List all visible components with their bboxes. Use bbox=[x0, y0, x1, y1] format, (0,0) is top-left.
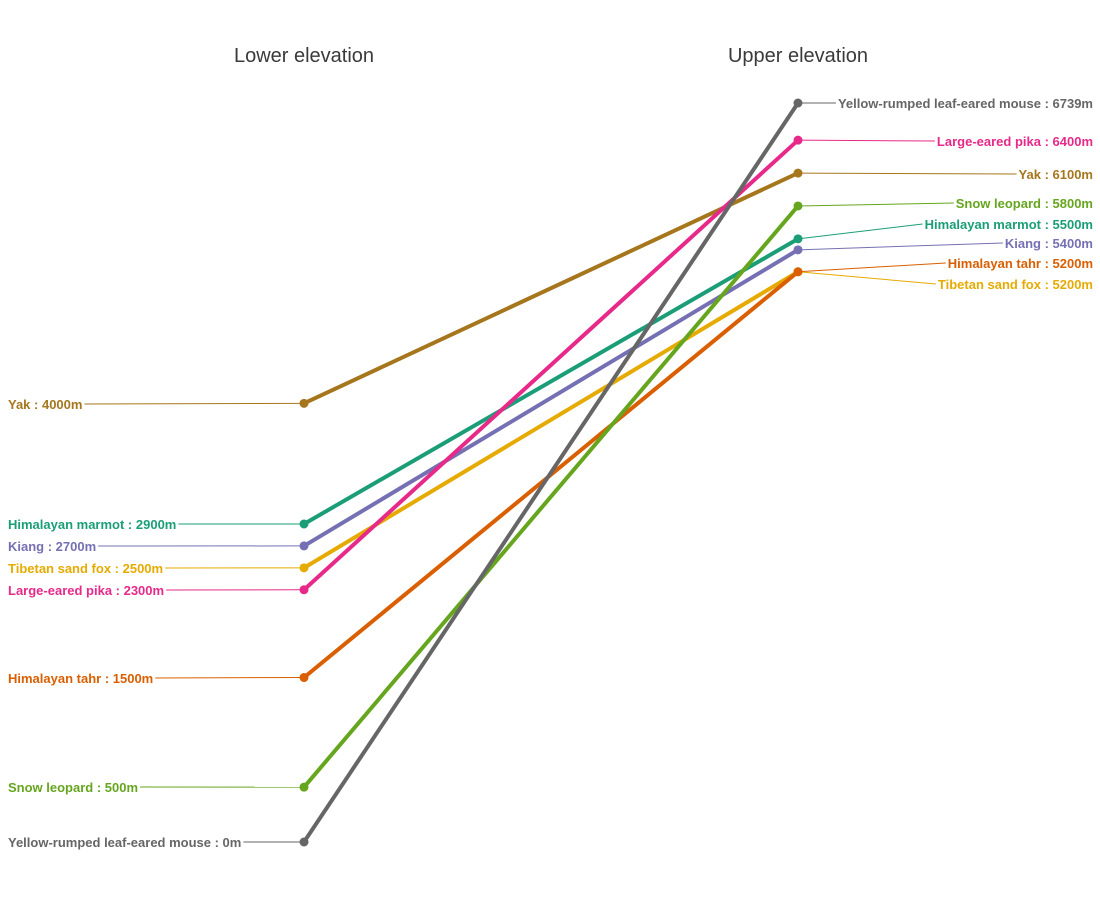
slope-line-yellow-rumped-leaf-eared-mouse bbox=[302, 101, 800, 844]
label-upper-tibetan-sand-fox: Tibetan sand fox : 5200m bbox=[938, 277, 1093, 292]
point-lower-yellow-rumped-leaf-eared-mouse bbox=[299, 837, 309, 847]
label-upper-yellow-rumped-leaf-eared-mouse: Yellow-rumped leaf-eared mouse : 6739m bbox=[838, 96, 1093, 111]
point-lower-tibetan-sand-fox bbox=[299, 563, 309, 573]
slope-line-kiang bbox=[302, 247, 800, 548]
point-upper-himalayan-tahr bbox=[793, 267, 803, 277]
connector-upper-kiang bbox=[797, 242, 1003, 251]
lower-column-title: Lower elevation bbox=[234, 45, 374, 67]
label-lower-tibetan-sand-fox: Tibetan sand fox : 2500m bbox=[8, 561, 163, 576]
label-lower-himalayan-marmot: Himalayan marmot : 2900m bbox=[8, 517, 176, 532]
label-connectors bbox=[84, 102, 1017, 843]
label-lower-yellow-rumped-leaf-eared-mouse: Yellow-rumped leaf-eared mouse : 0m bbox=[8, 835, 241, 850]
slope-lines bbox=[302, 101, 800, 844]
label-lower-himalayan-tahr: Himalayan tahr : 1500m bbox=[8, 671, 153, 686]
point-lower-himalayan-marmot bbox=[299, 519, 309, 529]
slope-line-large-eared-pika bbox=[302, 138, 800, 592]
connector-lower-yak bbox=[84, 402, 305, 405]
label-upper-kiang: Kiang : 5400m bbox=[1005, 236, 1093, 251]
label-upper-himalayan-marmot: Himalayan marmot : 5500m bbox=[925, 217, 1093, 232]
label-upper-large-eared-pika: Large-eared pika : 6400m bbox=[937, 134, 1093, 149]
label-lower-large-eared-pika: Large-eared pika : 2300m bbox=[8, 583, 164, 598]
slope-labels: Yak : 4000m Yak : 6100m Himalayan marmot :… bbox=[8, 96, 1093, 850]
slope-line-yak bbox=[302, 171, 800, 406]
label-lower-yak: Yak : 4000m bbox=[8, 397, 82, 412]
connector-upper-yak bbox=[797, 172, 1017, 175]
label-upper-snow-leopard: Snow leopard : 5800m bbox=[956, 196, 1093, 211]
point-lower-large-eared-pika bbox=[299, 585, 309, 595]
point-upper-himalayan-marmot bbox=[793, 234, 803, 244]
slope-points bbox=[299, 98, 803, 847]
upper-column-title: Upper elevation bbox=[728, 45, 868, 67]
label-lower-kiang: Kiang : 2700m bbox=[8, 539, 96, 554]
point-upper-yellow-rumped-leaf-eared-mouse bbox=[793, 98, 803, 108]
point-upper-snow-leopard bbox=[793, 201, 803, 211]
label-upper-yak: Yak : 6100m bbox=[1019, 167, 1093, 182]
point-lower-himalayan-tahr bbox=[299, 673, 309, 683]
connector-upper-himalayan-marmot bbox=[797, 223, 923, 240]
slope-line-snow-leopard bbox=[302, 203, 800, 790]
label-upper-himalayan-tahr: Himalayan tahr : 5200m bbox=[948, 256, 1093, 271]
point-upper-kiang bbox=[793, 245, 803, 255]
slope-line-tibetan-sand-fox bbox=[302, 269, 800, 570]
connector-upper-tibetan-sand-fox bbox=[797, 271, 936, 285]
connector-upper-himalayan-tahr bbox=[797, 262, 946, 273]
label-lower-snow-leopard: Snow leopard : 500m bbox=[8, 780, 138, 795]
point-lower-snow-leopard bbox=[299, 782, 309, 792]
point-lower-yak bbox=[299, 398, 309, 408]
slope-line-himalayan-marmot bbox=[302, 236, 800, 526]
point-upper-yak bbox=[793, 168, 803, 178]
connector-upper-snow-leopard bbox=[797, 202, 954, 207]
point-upper-large-eared-pika bbox=[793, 135, 803, 145]
point-lower-kiang bbox=[299, 541, 309, 551]
connector-upper-large-eared-pika bbox=[797, 139, 935, 142]
